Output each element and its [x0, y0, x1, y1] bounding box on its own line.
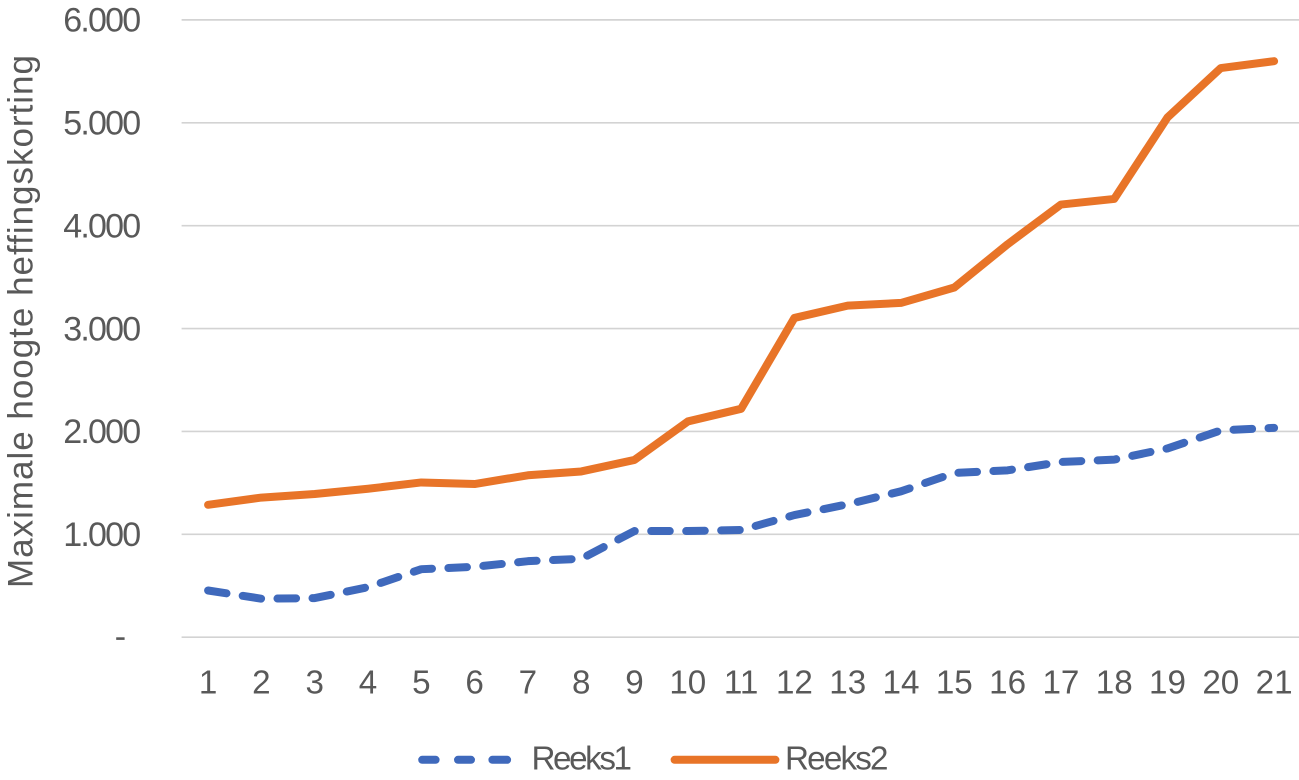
svg-text:6.000: 6.000: [63, 2, 141, 40]
svg-text:8: 8: [572, 664, 590, 701]
svg-text:19: 19: [1149, 664, 1186, 701]
svg-text:10: 10: [669, 664, 706, 701]
svg-text:16: 16: [989, 664, 1026, 701]
svg-text:2: 2: [252, 664, 270, 701]
svg-text:1: 1: [199, 664, 217, 701]
svg-text:4.000: 4.000: [63, 207, 141, 245]
svg-text:20: 20: [1202, 664, 1239, 701]
svg-text:Maximale hoogte heffingskortin: Maximale hoogte heffingskorting: [2, 55, 41, 588]
svg-text:14: 14: [883, 664, 920, 701]
svg-text:7: 7: [519, 664, 537, 701]
svg-text:3.000: 3.000: [63, 310, 141, 348]
svg-text:12: 12: [776, 664, 813, 701]
svg-text:11: 11: [724, 664, 758, 701]
svg-text:Reeks2: Reeks2: [785, 741, 889, 778]
svg-text:1.000: 1.000: [63, 516, 141, 554]
svg-text:9: 9: [625, 664, 643, 701]
svg-text:21: 21: [1256, 664, 1293, 701]
svg-text:6: 6: [465, 664, 483, 701]
svg-text:15: 15: [936, 664, 973, 701]
svg-text:Reeks1: Reeks1: [532, 741, 633, 778]
svg-text:13: 13: [829, 664, 866, 701]
svg-text:4: 4: [359, 664, 377, 701]
svg-text:3: 3: [305, 664, 323, 701]
svg-text:2.000: 2.000: [63, 413, 141, 451]
svg-text:18: 18: [1096, 664, 1133, 701]
svg-text:5: 5: [412, 664, 430, 701]
svg-text:5.000: 5.000: [63, 105, 141, 143]
svg-text:17: 17: [1042, 664, 1079, 701]
